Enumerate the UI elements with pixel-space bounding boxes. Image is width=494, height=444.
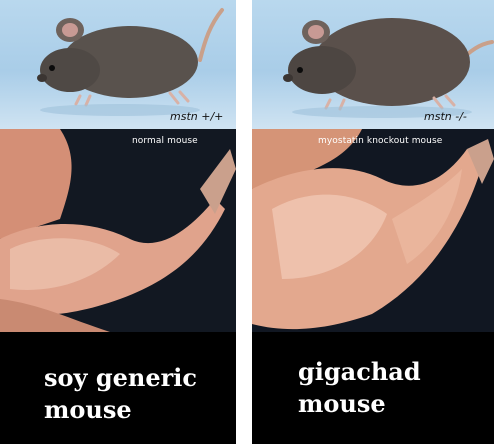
normal-muscle-illustration <box>0 129 236 332</box>
right-panel: mstn -/- myostatin knockout mouse gigach… <box>252 0 494 444</box>
knockout-mouse-photo <box>252 0 494 129</box>
caption-text: soy generic mouse <box>44 363 197 424</box>
knockout-mouse-illustration <box>283 18 494 118</box>
genotype-label: mstn +/+ <box>170 110 224 123</box>
normal-mouse-photo <box>0 0 236 129</box>
knockout-muscle-photo: myostatin knockout mouse <box>252 129 494 332</box>
caption-text: gigachad mouse <box>298 357 421 418</box>
caption-box <box>0 332 236 444</box>
knockout-muscle-illustration <box>252 129 494 332</box>
normal-muscle-photo: normal mouse <box>0 129 236 332</box>
genotype-label: mstn -/- <box>424 110 467 123</box>
caption-box <box>252 332 494 444</box>
image-label: myostatin knockout mouse <box>318 136 443 146</box>
image-label: normal mouse <box>132 136 198 146</box>
normal-mouse-illustration <box>37 8 224 116</box>
left-panel: mstn +/+ normal mouse soy generic mouse <box>0 0 236 444</box>
